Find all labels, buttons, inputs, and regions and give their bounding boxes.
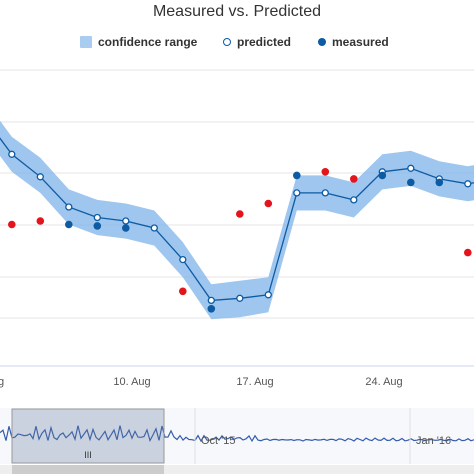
predicted-point[interactable] — [293, 189, 301, 197]
measured-point[interactable] — [93, 222, 102, 230]
measured-point[interactable] — [350, 175, 358, 183]
measured-point[interactable] — [264, 199, 273, 208]
measured-point[interactable] — [179, 287, 187, 296]
navigator-window[interactable] — [11, 408, 165, 464]
predicted-point[interactable] — [150, 224, 158, 232]
legend-item-predicted[interactable]: predicted — [223, 35, 291, 49]
chart-title: Measured vs. Predicted — [152, 3, 322, 20]
legend: confidence range predicted measured — [0, 35, 474, 53]
predicted-point[interactable] — [464, 180, 472, 188]
predicted-point[interactable] — [65, 203, 73, 211]
legend-label-range: confidence range — [98, 35, 198, 49]
legend-label-predicted: predicted — [237, 35, 292, 49]
x-tick-label: 24. Aug — [365, 376, 402, 388]
predicted-point[interactable] — [8, 150, 16, 158]
predicted-point[interactable] — [36, 173, 44, 181]
navigator-series — [0, 425, 474, 443]
legend-item-range[interactable]: confidence range — [80, 35, 197, 49]
measured-point[interactable] — [464, 248, 472, 257]
measured-point[interactable] — [36, 217, 45, 225]
x-tick-label: 10. Aug — [113, 376, 150, 388]
predicted-point[interactable] — [264, 291, 272, 299]
measured-point[interactable] — [8, 220, 16, 229]
navigator-tick-label: Jan '16 — [416, 435, 451, 447]
measured-point[interactable] — [321, 168, 330, 176]
range-swatch-icon — [80, 36, 92, 48]
legend-label-measured: measured — [332, 35, 389, 49]
hollow-circle-icon — [223, 38, 231, 46]
predicted-line — [0, 137, 474, 302]
measured-point[interactable] — [122, 224, 130, 232]
predicted-point[interactable] — [179, 255, 187, 264]
predicted-point[interactable] — [236, 294, 244, 302]
predicted-point[interactable] — [93, 213, 101, 222]
x-tick-label: 17. Aug — [236, 376, 273, 388]
predicted-point[interactable] — [350, 196, 358, 204]
scrollbar-grip-icon: III — [84, 450, 92, 460]
navigator-tick-label: Oct '15 — [201, 435, 236, 447]
measured-point[interactable] — [435, 178, 444, 187]
legend-item-measured[interactable]: measured — [318, 35, 389, 49]
x-tick-label-edge: g — [0, 376, 4, 388]
scrollbar-track[interactable] — [0, 465, 474, 474]
measured-point[interactable] — [65, 220, 73, 229]
measured-point[interactable] — [378, 171, 387, 180]
measured-point[interactable] — [293, 171, 301, 180]
navigator-background — [0, 408, 474, 464]
scrollbar-thumb[interactable] — [12, 465, 164, 474]
predicted-point[interactable] — [122, 217, 130, 225]
predicted-point[interactable] — [321, 189, 329, 197]
filled-circle-icon — [318, 38, 326, 46]
measured-point[interactable] — [236, 210, 244, 218]
predicted-point[interactable] — [407, 164, 415, 172]
measured-point[interactable] — [407, 178, 415, 187]
measured-point[interactable] — [207, 305, 216, 313]
predicted-point[interactable] — [207, 296, 215, 305]
